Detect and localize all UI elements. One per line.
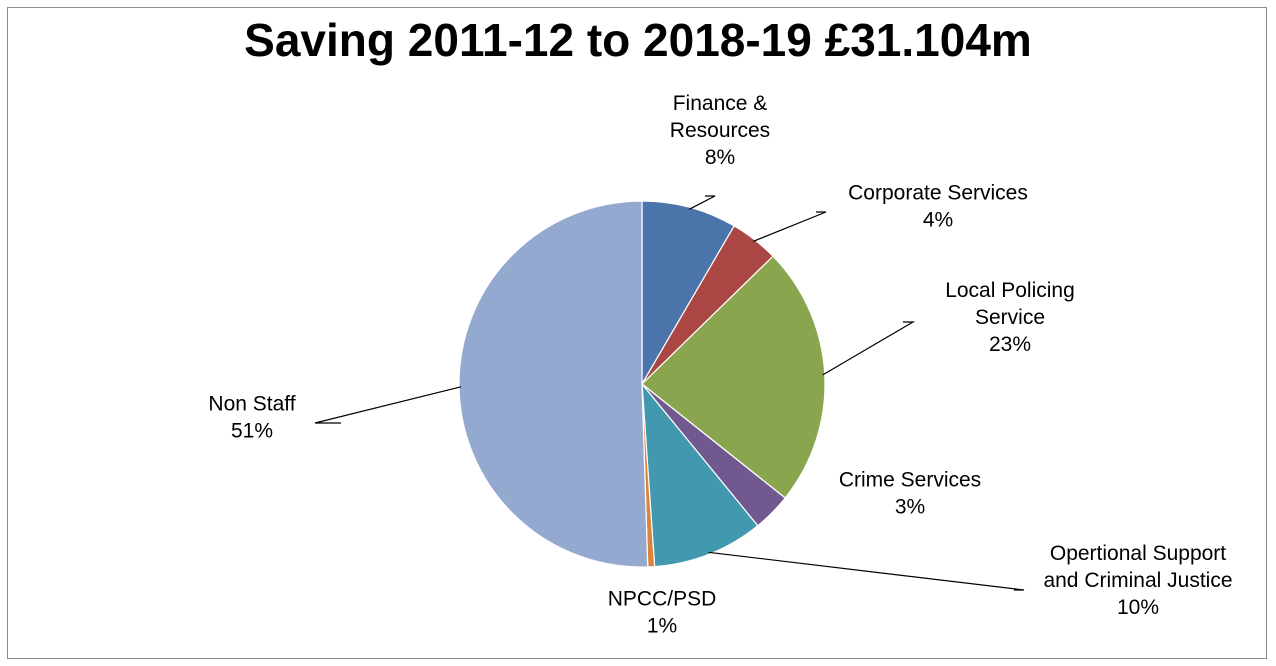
slice-name: Resources [670, 119, 770, 142]
slice-name: Opertional Support [1050, 542, 1226, 565]
pie-slice [641, 382, 759, 568]
leader-line [314, 386, 462, 424]
leader-line [688, 195, 716, 210]
slice-percent: 51% [231, 420, 273, 443]
slice-name: Service [975, 306, 1045, 329]
slice-label: Non Staff 51% [208, 393, 295, 443]
slice-label: Local Policing Service 23% [945, 279, 1075, 356]
slice-name: and Criminal Justice [1043, 569, 1232, 592]
pie-slice [458, 200, 649, 568]
slice-percent: 8% [705, 146, 735, 169]
slice-percent: 4% [923, 209, 953, 232]
slice-label: Opertional Support and Criminal Justice 10… [1043, 542, 1232, 619]
slice-percent: 3% [895, 496, 925, 519]
slice-name: Corporate Services [848, 182, 1028, 205]
slice-percent: 23% [989, 333, 1031, 356]
slice-percent: 10% [1117, 596, 1159, 619]
pie-slice [641, 255, 826, 499]
slice-label: NPCC/PSD 1% [608, 588, 717, 638]
slice-name: Crime Services [839, 469, 981, 492]
slice-label: Corporate Services 4% [848, 182, 1028, 232]
pie-slice [641, 200, 735, 387]
slice-label: Crime Services 3% [839, 469, 981, 519]
slice-percent: 1% [647, 615, 677, 638]
slice-name: Local Policing [945, 279, 1075, 302]
slice-label: Finance & Resources 8% [670, 92, 770, 169]
slice-name: Non Staff [208, 393, 295, 416]
leader-line [753, 211, 827, 242]
slice-name: NPCC/PSD [608, 588, 717, 611]
leader-line [708, 551, 1025, 591]
chart-title: Saving 2011-12 to 2018-19 £31.104m [244, 14, 1032, 66]
slice-name: Finance & [673, 92, 768, 115]
leader-line [822, 321, 916, 376]
